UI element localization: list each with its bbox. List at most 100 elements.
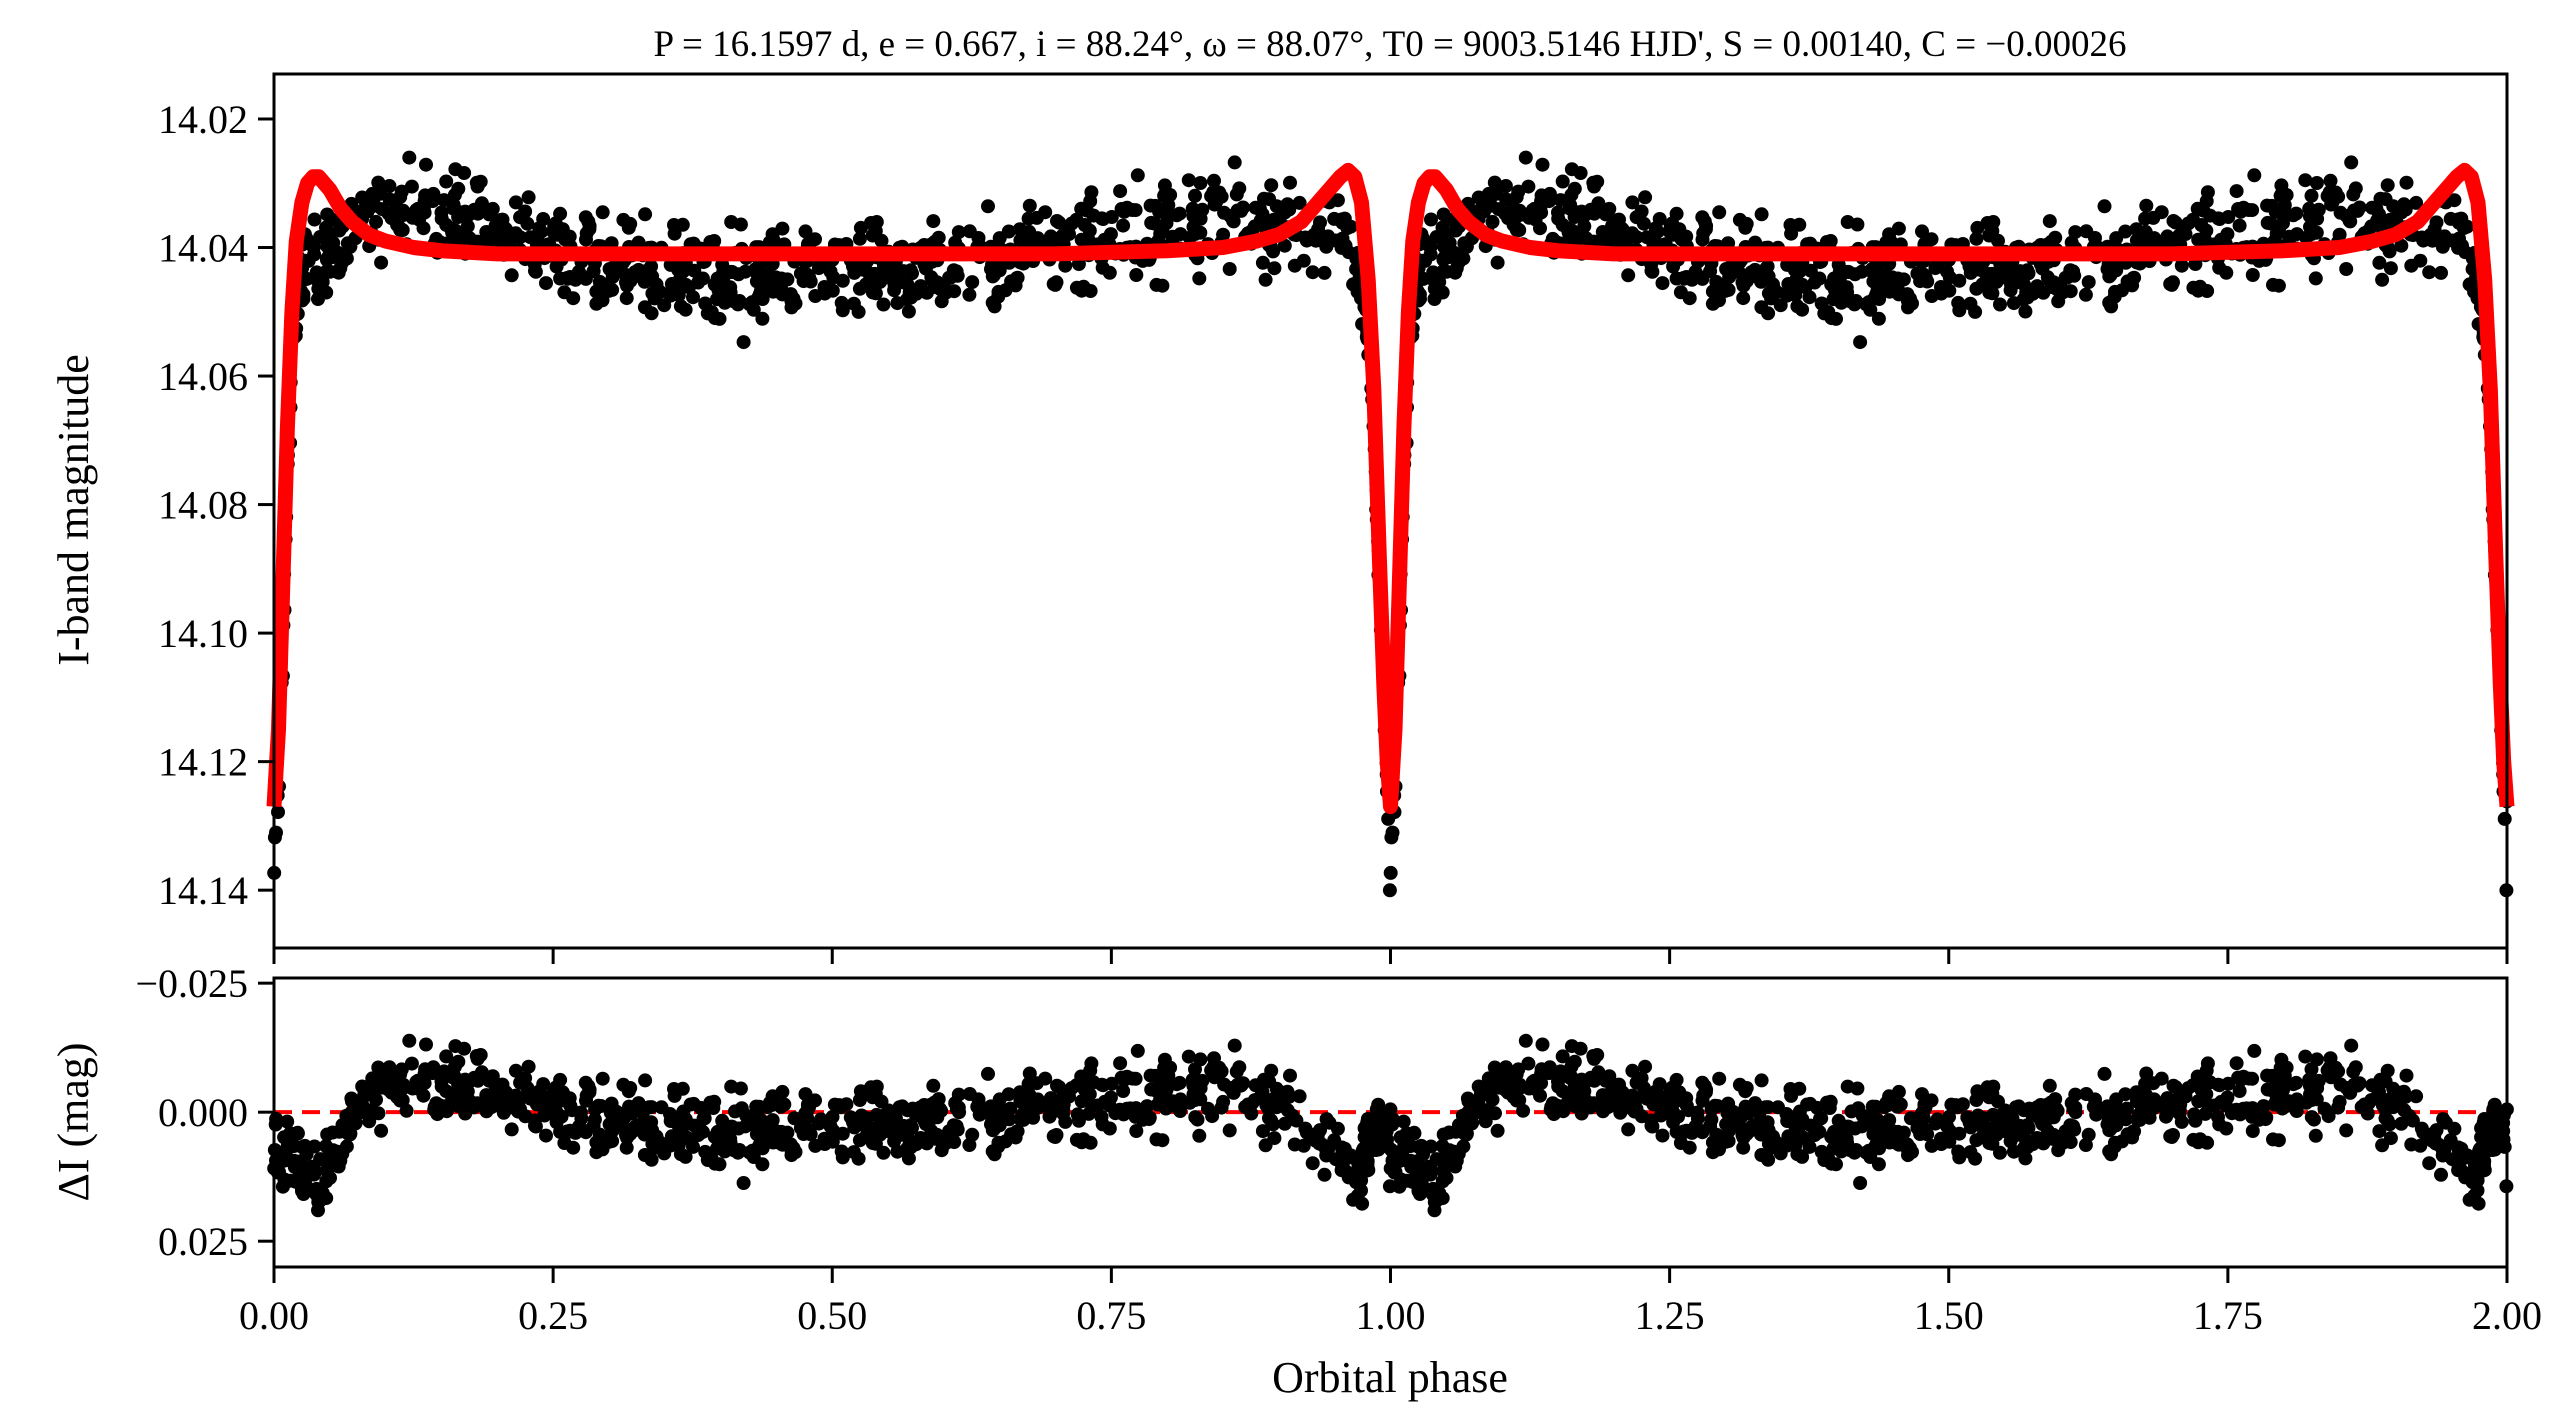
data-point [723,280,738,295]
residual-point [1982,1136,1997,1151]
data-point [2399,175,2414,190]
residual-point [1654,1107,1669,1122]
data-point [1456,251,1471,266]
data-point [667,226,682,241]
residual-point [1296,1138,1311,1153]
residual-point [2402,1108,2417,1123]
data-point [1551,211,1566,226]
data-point [2191,232,2206,247]
residual-point [2298,1049,2313,1064]
residual-point [1646,1097,1661,1112]
residual-point [843,1110,858,1125]
residual-point [565,1103,579,1118]
data-point [619,291,634,306]
residual-point [1802,1139,1817,1154]
data-point [2323,173,2338,188]
residual-point [447,1059,462,1074]
data-point [755,292,770,306]
data-point [934,294,949,309]
residual-point [452,1099,467,1114]
data-point [595,205,610,220]
data-point [2372,255,2387,270]
residual-point [2178,1089,2193,1104]
residual-point [513,1075,528,1090]
bottom-y-axis-label: ΔI (mag) [49,1042,98,1201]
data-point [1181,173,1196,188]
data-point [2348,181,2363,196]
data-point [1883,233,1898,248]
residual-point [930,1127,944,1142]
residual-point [319,1139,333,1154]
residual-point [909,1108,923,1123]
residual-point [1952,1126,1967,1141]
residual-point [2469,1171,2484,1185]
residual-point [2021,1120,2036,1135]
residual-point [2154,1071,2169,1086]
data-point [1792,217,1807,232]
data-point [1828,283,1842,298]
residual-point [1169,1077,1184,1092]
data-point [1812,271,1827,286]
residual-point [1506,1090,1521,1104]
data-point [1952,273,1967,288]
residual-point [348,1116,363,1131]
data-point [1013,233,1028,248]
data-point [1305,265,1320,280]
residual-point [1435,1139,1450,1154]
data-point [1555,174,1570,189]
residual-point [280,1114,295,1129]
data-point [1969,281,1984,296]
data-point [1069,280,1084,295]
residual-point [1629,1091,1644,1106]
data-point [712,311,727,326]
data-point [447,187,462,202]
data-point [2497,811,2512,826]
data-point [1903,291,1917,306]
residual-point [1082,1087,1097,1102]
x-tick-label: 1.00 [1356,1293,1426,1338]
data-point [780,272,795,287]
data-point [1682,291,1697,306]
y-tick-label: 14.02 [158,97,248,142]
residual-point [1969,1093,1984,1107]
residual-point [1787,1111,1802,1126]
data-point [2219,265,2234,280]
residual-point [1357,1121,1372,1136]
residual-point [547,1082,562,1097]
residual-point [2229,1102,2244,1117]
data-point [1578,207,1593,222]
residual-point [1969,1133,1984,1148]
residual-point [2409,1089,2424,1104]
data-point [1130,168,1145,183]
residual-point [686,1139,700,1154]
data-point [2394,238,2409,253]
data-point [2350,203,2365,218]
residual-point [802,1124,817,1139]
residual-point [1255,1124,1270,1139]
data-point [880,270,895,285]
residual-point [1456,1139,1471,1154]
residual-point [1359,1159,1374,1174]
residual-point [1007,1127,1022,1142]
data-point [861,266,876,280]
data-point [1982,285,1997,300]
residual-point [470,1051,485,1066]
residual-point [1143,1068,1158,1083]
data-point [1012,222,1027,237]
residual-point [2104,1147,2119,1162]
data-point [434,211,449,226]
residual-point [1546,1107,1561,1122]
data-point [1969,231,1984,246]
data-point [1773,298,1788,313]
residual-point [417,1066,432,1081]
residual-point [1352,1171,1367,1185]
residual-point [2343,1085,2358,1100]
residuals-panel: −0.025 0.000 0.025 0.00 0.25 0.50 0.75 1.00 1.2… [49,961,2542,1402]
data-point [417,193,432,208]
data-point [566,291,581,306]
data-point [2129,222,2144,237]
residual-point [2256,1099,2271,1114]
data-point [2380,178,2395,193]
y-tick-label: 14.10 [158,611,248,656]
data-point [446,201,461,216]
